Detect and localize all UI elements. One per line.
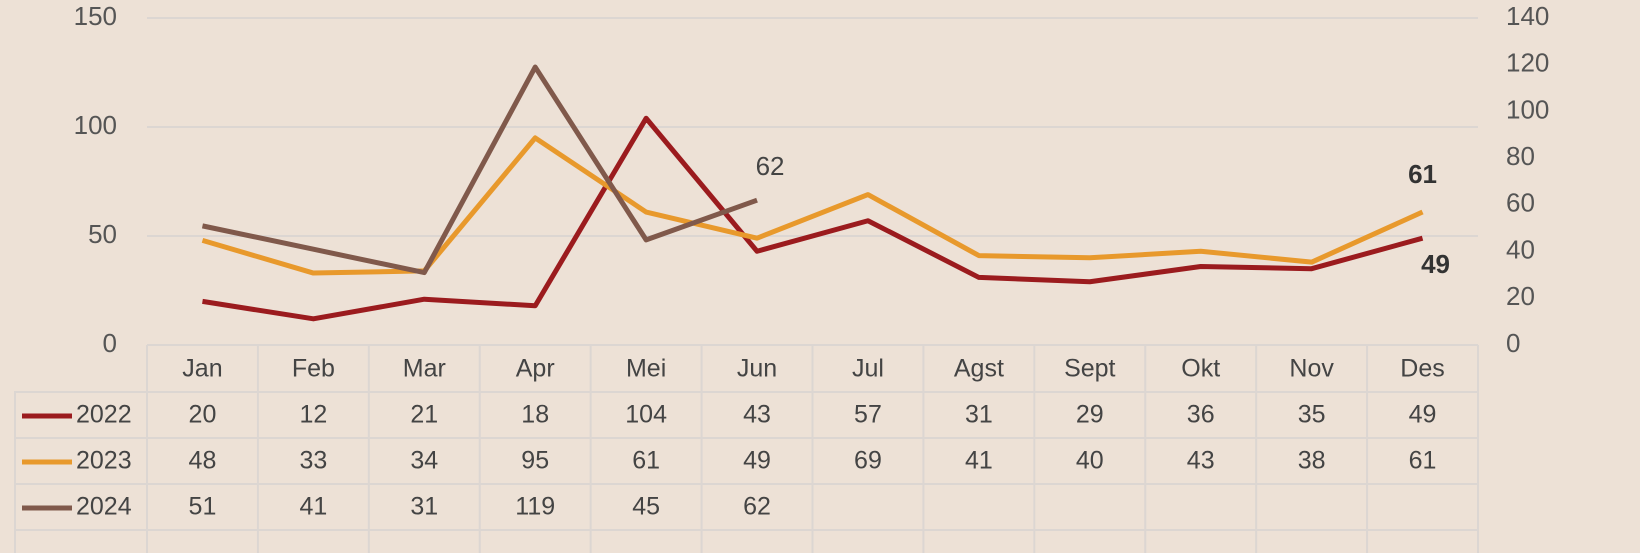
x-tick-label: Agst (954, 355, 1004, 383)
table-cell: 31 (965, 401, 993, 429)
table-cell: 33 (299, 447, 327, 475)
x-tick-label: Jun (737, 355, 777, 383)
table-cell: 61 (632, 447, 660, 475)
data-label: 62 (756, 151, 785, 181)
legend-label: 2022 (76, 401, 132, 429)
table-cell: 40 (1076, 447, 1104, 475)
y-tick-label: 50 (88, 219, 117, 249)
legend-label: 2023 (76, 447, 132, 475)
table-cell: 18 (521, 401, 549, 429)
y2-tick-label: 0 (1506, 328, 1520, 358)
x-tick-label: Mar (403, 355, 446, 383)
table-cell: 51 (189, 493, 217, 521)
table-cell: 41 (965, 447, 993, 475)
table-cell: 49 (1409, 401, 1437, 429)
y2-tick-label: 80 (1506, 141, 1535, 171)
x-tick-label: Apr (516, 355, 555, 383)
x-tick-label: Nov (1289, 355, 1334, 383)
y2-tick-label: 40 (1506, 234, 1535, 264)
table-cell: 119 (515, 493, 555, 521)
y2-tick-label: 140 (1506, 1, 1549, 31)
table-cell: 49 (743, 447, 771, 475)
y2-tick-label: 120 (1506, 48, 1549, 78)
y2-tick-label: 20 (1506, 281, 1535, 311)
y2-tick-label: 100 (1506, 94, 1549, 124)
table-cell: 62 (743, 493, 771, 521)
table-cell: 20 (189, 401, 217, 429)
x-tick-label: Mei (626, 355, 666, 383)
y-tick-label: 100 (74, 110, 117, 140)
x-tick-label: Okt (1181, 355, 1220, 383)
y2-tick-label: 60 (1506, 188, 1535, 218)
legend-label: 2024 (76, 493, 132, 521)
table-cell: 48 (189, 447, 217, 475)
table-cell: 57 (854, 401, 882, 429)
series-line (201, 64, 758, 276)
x-tick-label: Feb (292, 355, 335, 383)
x-tick-label: Sept (1064, 355, 1115, 383)
table-cell: 69 (854, 447, 882, 475)
series-line (201, 135, 1424, 276)
table-cell: 61 (1409, 447, 1437, 475)
table-cell: 41 (299, 493, 327, 521)
table-cell: 36 (1187, 401, 1215, 429)
table-cell: 104 (625, 401, 667, 429)
table-cell: 35 (1298, 401, 1326, 429)
y-tick-label: 0 (103, 328, 117, 358)
data-label: 49 (1421, 249, 1450, 279)
x-tick-label: Des (1400, 355, 1444, 383)
table-cell: 31 (410, 493, 438, 521)
table-cell: 34 (410, 447, 438, 475)
table-cell: 12 (299, 401, 327, 429)
table-cell: 21 (410, 401, 438, 429)
table-cell: 38 (1298, 447, 1326, 475)
x-tick-label: Jul (852, 355, 884, 383)
x-tick-label: Jan (182, 355, 222, 383)
table-cell: 95 (521, 447, 549, 475)
table-cell: 43 (743, 401, 771, 429)
table-cell: 43 (1187, 447, 1215, 475)
table-cell: 29 (1076, 401, 1104, 429)
table-cell: 45 (632, 493, 660, 521)
data-label: 61 (1408, 159, 1437, 189)
series-line (202, 115, 1424, 322)
y-tick-label: 150 (74, 1, 117, 31)
